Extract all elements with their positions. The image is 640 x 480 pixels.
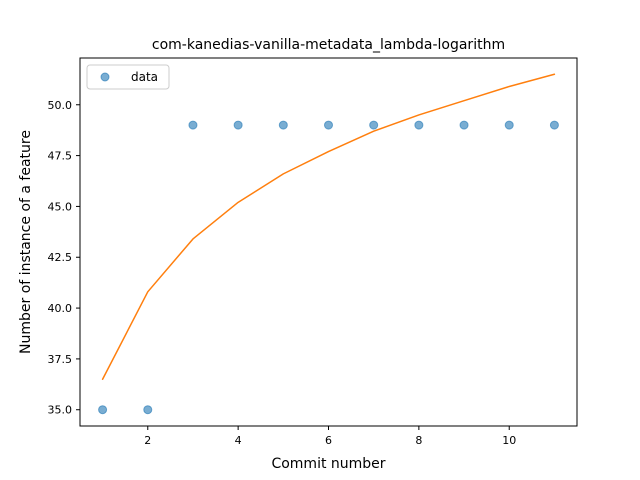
data-point [459, 120, 469, 130]
x-tick-label: 6 [325, 434, 332, 447]
legend-box [86, 64, 170, 90]
data-point [504, 120, 514, 130]
data-point [549, 120, 559, 130]
x-tick-label: 4 [235, 434, 242, 447]
y-tick-label: 50.0 [48, 99, 73, 112]
data-point [188, 120, 198, 130]
x-tick-label: 10 [502, 434, 516, 447]
y-tick-label: 35.0 [48, 404, 73, 417]
plot-layer [98, 73, 559, 415]
y-tick-label: 42.5 [48, 251, 73, 264]
legend-marker [100, 72, 110, 82]
legend-layer: data [86, 64, 170, 90]
data-point [98, 405, 108, 415]
data-point [278, 120, 288, 130]
x-tick-label: 2 [144, 434, 151, 447]
chart-title: com-kanedias-vanilla-metadata_lambda-log… [152, 37, 505, 53]
legend-label: data [131, 70, 158, 84]
y-tick-label: 37.5 [48, 353, 73, 366]
x-tick-label: 8 [415, 434, 422, 447]
data-point [414, 120, 424, 130]
y-tick-label: 47.5 [48, 150, 73, 163]
y-axis-label: Number of instance of a feature [18, 130, 34, 354]
data-point [369, 120, 379, 130]
data-point [143, 405, 153, 415]
data-point [233, 120, 243, 130]
fit-line [101, 73, 556, 380]
tick-layer: 2 4 6 8 10 35.0 37.5 40.0 42.5 45.0 47.5 50.0 [48, 99, 517, 447]
plot-frame [79, 57, 578, 427]
y-tick-label: 45.0 [48, 200, 73, 213]
y-tick-label: 40.0 [48, 302, 73, 315]
data-point [324, 120, 333, 130]
x-axis-label: Commit number [271, 456, 385, 472]
